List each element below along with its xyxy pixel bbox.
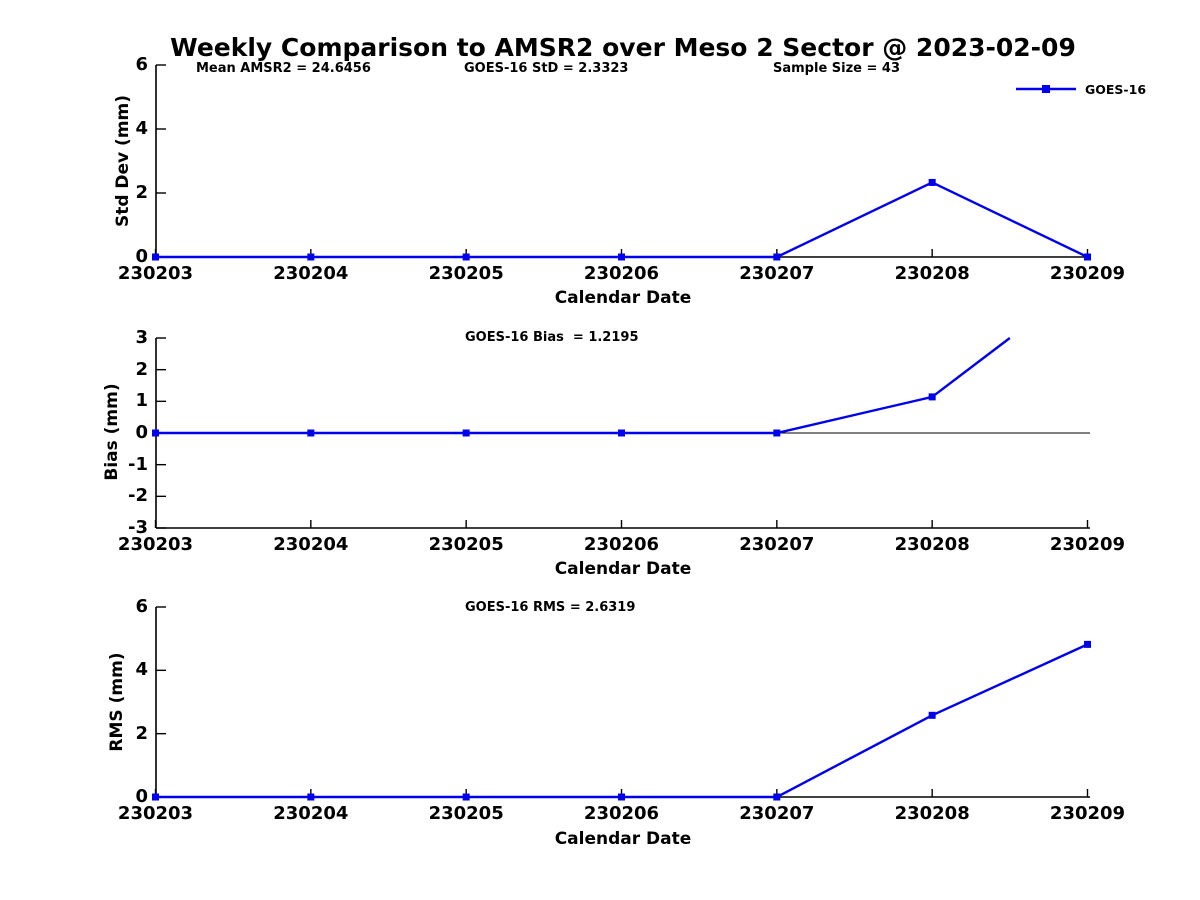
annotation-sample-size: Sample Size = 43: [773, 61, 901, 76]
y-tick-label-bias--2: -2: [128, 485, 148, 507]
y-tick-label-rms-2: 2: [135, 722, 148, 744]
x-tick-label-rms-230206: 230206: [583, 803, 660, 824]
annotation-goes16-std: GOES-16 StD = 2.3323: [464, 61, 629, 76]
x-tick-label-rms-230205: 230205: [428, 803, 504, 824]
annotation-goes16-bias: GOES-16 Bias = 1.2195: [465, 330, 639, 345]
series-marker-goes16-std_dev: [307, 253, 315, 261]
legend-line-sample-icon: [1016, 85, 1076, 93]
series-line-goes16-rms: [155, 643, 1088, 799]
x-tick-label-bias-230206: 230206: [583, 534, 660, 555]
x-tick-label-std_dev-230208: 230208: [894, 263, 970, 284]
series-marker-goes16-bias: [928, 393, 936, 401]
series-marker-goes16-std_dev: [773, 253, 781, 261]
series-marker-goes16-std_dev: [1084, 253, 1091, 261]
x-tick-label-bias-230208: 230208: [894, 534, 970, 555]
axes-spines-rms: [155, 607, 1090, 798]
y-tick-label-rms-0: 0: [135, 786, 148, 807]
y-tick-label-bias-2: 2: [135, 358, 148, 380]
series-marker-goes16-bias: [152, 429, 159, 437]
series-marker-goes16-rms: [928, 711, 936, 719]
y-tick-label-rms-4: 4: [135, 659, 148, 681]
series-marker-goes16-std_dev: [928, 178, 936, 186]
axes-spines-std_dev: [155, 65, 1090, 258]
series-marker-goes16-rms: [307, 793, 315, 801]
series-marker-goes16-rms: [462, 793, 470, 801]
series-marker-goes16-std_dev: [462, 253, 470, 261]
y-tick-label-std_dev-0: 0: [135, 246, 148, 267]
x-tick-label-bias-230203: 230203: [117, 534, 194, 555]
x-tick-label-bias-230207: 230207: [739, 534, 815, 555]
x-tick-label-bias-230209: 230209: [1049, 534, 1126, 555]
series-marker-goes16-std_dev: [618, 253, 625, 261]
x-tick-label-std_dev-230207: 230207: [739, 263, 815, 284]
series-marker-goes16-rms: [618, 793, 625, 801]
x-tick-label-bias-230205: 230205: [428, 534, 504, 555]
x-tick-label-std_dev-230203: 230203: [117, 263, 194, 284]
x-tick-label-bias-230204: 230204: [273, 534, 349, 555]
series-marker-goes16-rms: [1084, 640, 1091, 648]
y-tick-label-std_dev-6: 6: [135, 54, 148, 75]
series-line-goes16-std_dev: [155, 181, 1089, 259]
series-marker-goes16-bias: [618, 429, 625, 437]
x-tick-label-rms-230207: 230207: [739, 803, 815, 824]
series-line-goes16-bias: [155, 337, 1011, 435]
series-marker-goes16-std_dev: [152, 253, 159, 261]
annotation-goes16-rms: GOES-16 RMS = 2.6319: [465, 600, 636, 615]
figure-title: Weekly Comparison to AMSR2 over Meso 2 S…: [170, 33, 1076, 62]
legend-label: GOES-16: [1085, 81, 1147, 97]
x-tick-label-rms-230204: 230204: [273, 803, 349, 824]
x-tick-label-std_dev-230209: 230209: [1049, 263, 1126, 284]
y-tick-label-bias--3: -3: [128, 517, 148, 538]
x-axis-label-calendar-date-3: Calendar Date: [554, 829, 692, 849]
y-tick-label-rms-6: 6: [135, 596, 148, 617]
x-tick-label-std_dev-230204: 230204: [273, 263, 349, 284]
y-tick-label-bias-0: 0: [135, 422, 148, 443]
y-tick-label-bias--1: -1: [128, 453, 148, 475]
series-marker-goes16-bias: [462, 429, 470, 437]
y-tick-label-bias-1: 1: [135, 390, 148, 412]
y-tick-label-bias-3: 3: [135, 327, 148, 348]
series-marker-goes16-rms: [773, 793, 781, 801]
series-marker-goes16-bias: [307, 429, 315, 437]
x-tick-label-std_dev-230206: 230206: [583, 263, 660, 284]
x-axis-label-calendar-date-1: Calendar Date: [554, 288, 692, 308]
series-marker-goes16-bias: [773, 429, 781, 437]
x-tick-label-rms-230208: 230208: [894, 803, 970, 824]
x-tick-label-std_dev-230205: 230205: [428, 263, 504, 284]
series-marker-goes16-rms: [152, 793, 159, 801]
annotation-mean-amsr2: Mean AMSR2 = 24.6456: [196, 61, 371, 76]
x-tick-label-rms-230203: 230203: [117, 803, 194, 824]
x-tick-label-rms-230209: 230209: [1049, 803, 1126, 824]
x-axis-label-calendar-date-2: Calendar Date: [554, 559, 692, 579]
legend: GOES-16: [1015, 81, 1146, 97]
y-tick-label-std_dev-4: 4: [135, 118, 148, 139]
y-tick-label-std_dev-2: 2: [135, 182, 148, 203]
